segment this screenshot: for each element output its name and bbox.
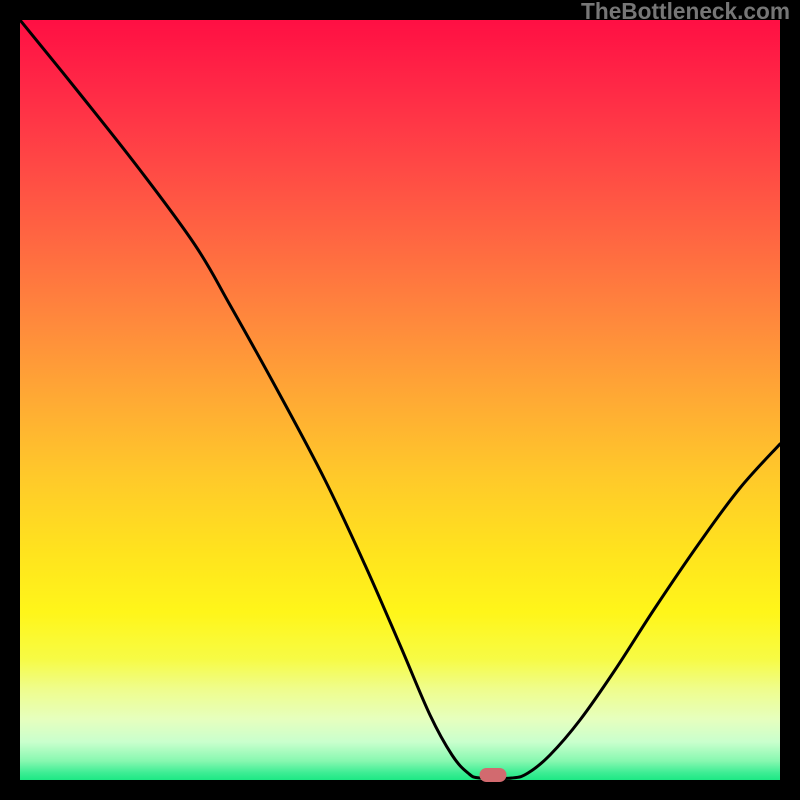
plot-area: [20, 20, 780, 780]
bottleneck-curve: [20, 20, 780, 779]
chart-container: TheBottleneck.com: [0, 0, 800, 800]
watermark-text: TheBottleneck.com: [581, 0, 790, 25]
optimum-marker: [479, 768, 506, 782]
curve-svg: [20, 20, 780, 780]
